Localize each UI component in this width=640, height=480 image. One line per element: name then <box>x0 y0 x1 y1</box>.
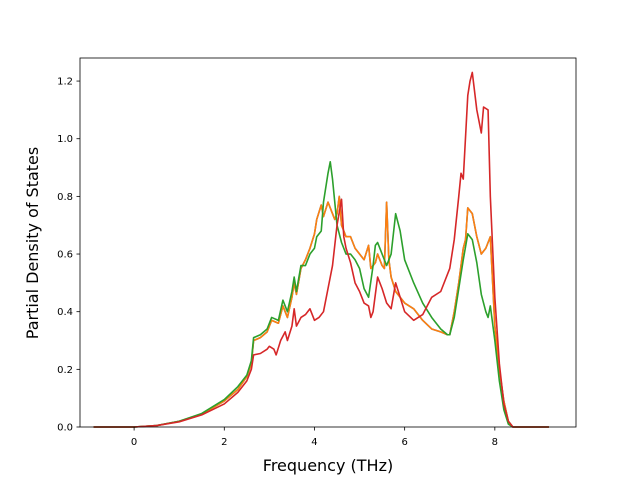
y-tick-label: 0.4 <box>57 307 73 318</box>
y-tick-label: 0.2 <box>57 365 73 376</box>
x-tick-label: 2 <box>221 437 227 448</box>
x-tick-label: 0 <box>131 437 137 448</box>
series-line-3 <box>93 160 549 428</box>
axes-layer: 0 2 4 6 8 0.0 0.2 0.4 0.6 0.8 1.0 1.2 <box>57 57 577 448</box>
y-axis-label: Partial Density of States <box>23 147 42 339</box>
y-tick-label: 0.8 <box>57 192 73 203</box>
x-tick-label: 8 <box>492 437 498 448</box>
x-tick-label: 6 <box>401 437 407 448</box>
x-tick-label: 4 <box>311 437 317 448</box>
series-layer <box>93 71 549 428</box>
series-line-4 <box>93 71 549 428</box>
y-tick-label: 0.6 <box>57 250 73 261</box>
axes-frame <box>79 57 577 428</box>
x-axis-label: Frequency (THz) <box>263 456 393 475</box>
y-tick-label: 0.0 <box>57 423 73 434</box>
y-tick-label: 1.0 <box>57 134 73 145</box>
y-tick-label: 1.2 <box>57 77 73 88</box>
series-line-2 <box>93 195 549 428</box>
